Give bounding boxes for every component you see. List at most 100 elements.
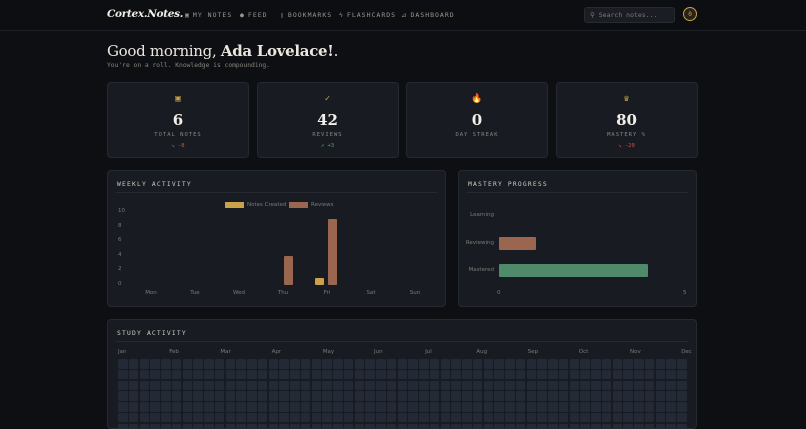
heatmap-cell[interactable] (548, 424, 558, 429)
heatmap-cell[interactable] (516, 370, 526, 380)
heatmap-cell[interactable] (161, 391, 171, 401)
heatmap-cell[interactable] (355, 391, 365, 401)
heatmap-cell[interactable] (634, 424, 644, 429)
heatmap-cell[interactable] (193, 402, 203, 412)
heatmap-cell[interactable] (226, 402, 236, 412)
heatmap-cell[interactable] (494, 402, 504, 412)
heatmap-cell[interactable] (419, 391, 429, 401)
heatmap-cell[interactable] (451, 424, 461, 429)
heatmap-cell[interactable] (537, 381, 547, 391)
heatmap-cell[interactable] (656, 424, 666, 429)
heatmap-cell[interactable] (312, 424, 322, 429)
heatmap-cell[interactable] (387, 413, 397, 423)
heatmap-cell[interactable] (505, 424, 515, 429)
heatmap-cell[interactable] (398, 402, 408, 412)
heatmap-cell[interactable] (279, 402, 289, 412)
nav-my-notes[interactable]: ▣MY NOTES (185, 11, 232, 19)
heatmap-cell[interactable] (527, 413, 537, 423)
heatmap-cell[interactable] (376, 424, 386, 429)
heatmap-cell[interactable] (236, 359, 246, 369)
heatmap-cell[interactable] (451, 391, 461, 401)
heatmap-cell[interactable] (398, 424, 408, 429)
heatmap-cell[interactable] (258, 424, 268, 429)
heatmap-cell[interactable] (516, 391, 526, 401)
heatmap-cell[interactable] (570, 391, 580, 401)
heatmap-cell[interactable] (408, 381, 418, 391)
heatmap-cell[interactable] (494, 413, 504, 423)
heatmap-cell[interactable] (441, 391, 451, 401)
heatmap-cell[interactable] (570, 402, 580, 412)
heatmap-cell[interactable] (344, 359, 354, 369)
heatmap-cell[interactable] (677, 391, 687, 401)
heatmap-cell[interactable] (387, 391, 397, 401)
heatmap-cell[interactable] (333, 370, 343, 380)
heatmap-cell[interactable] (623, 402, 633, 412)
heatmap-cell[interactable] (204, 424, 214, 429)
heatmap-cell[interactable] (580, 402, 590, 412)
heatmap-cell[interactable] (570, 381, 580, 391)
heatmap-cell[interactable] (279, 424, 289, 429)
heatmap-cell[interactable] (505, 413, 515, 423)
heatmap-cell[interactable] (591, 402, 601, 412)
heatmap-cell[interactable] (408, 402, 418, 412)
heatmap-cell[interactable] (602, 391, 612, 401)
heatmap-cell[interactable] (129, 424, 139, 429)
heatmap-cell[interactable] (183, 359, 193, 369)
heatmap-cell[interactable] (430, 381, 440, 391)
heatmap-cell[interactable] (645, 413, 655, 423)
heatmap-cell[interactable] (430, 424, 440, 429)
heatmap-cell[interactable] (602, 359, 612, 369)
heatmap-cell[interactable] (290, 424, 300, 429)
heatmap-cell[interactable] (559, 402, 569, 412)
heatmap-cell[interactable] (602, 370, 612, 380)
heatmap-cell[interactable] (226, 424, 236, 429)
heatmap-cell[interactable] (344, 402, 354, 412)
heatmap-cell[interactable] (118, 413, 128, 423)
heatmap-cell[interactable] (129, 359, 139, 369)
heatmap-cell[interactable] (430, 359, 440, 369)
heatmap-cell[interactable] (484, 424, 494, 429)
heatmap-cell[interactable] (527, 424, 537, 429)
logo[interactable]: Cortex.Notes. (107, 8, 183, 20)
heatmap-cell[interactable] (150, 381, 160, 391)
nav-feed[interactable]: ●FEED (240, 11, 268, 19)
heatmap-cell[interactable] (537, 370, 547, 380)
heatmap-cell[interactable] (527, 402, 537, 412)
heatmap-cell[interactable] (645, 402, 655, 412)
heatmap-cell[interactable] (451, 381, 461, 391)
heatmap-cell[interactable] (666, 381, 676, 391)
heatmap-cell[interactable] (247, 413, 257, 423)
heatmap-cell[interactable] (161, 413, 171, 423)
heatmap-cell[interactable] (462, 359, 472, 369)
heatmap-cell[interactable] (258, 402, 268, 412)
heatmap-cell[interactable] (269, 370, 279, 380)
heatmap-cell[interactable] (215, 381, 225, 391)
heatmap-cell[interactable] (172, 391, 182, 401)
heatmap-cell[interactable] (559, 424, 569, 429)
heatmap-cell[interactable] (140, 370, 150, 380)
heatmap-cell[interactable] (591, 370, 601, 380)
heatmap-cell[interactable] (312, 402, 322, 412)
heatmap-cell[interactable] (118, 381, 128, 391)
heatmap-cell[interactable] (634, 359, 644, 369)
heatmap-cell[interactable] (301, 424, 311, 429)
heatmap-cell[interactable] (301, 402, 311, 412)
heatmap-cell[interactable] (451, 359, 461, 369)
heatmap-cell[interactable] (645, 381, 655, 391)
heatmap-cell[interactable] (430, 402, 440, 412)
heatmap-cell[interactable] (215, 370, 225, 380)
heatmap-cell[interactable] (666, 370, 676, 380)
heatmap-cell[interactable] (591, 413, 601, 423)
heatmap-cell[interactable] (570, 359, 580, 369)
heatmap-cell[interactable] (161, 402, 171, 412)
heatmap-cell[interactable] (398, 413, 408, 423)
heatmap-cell[interactable] (666, 413, 676, 423)
heatmap-cell[interactable] (591, 359, 601, 369)
heatmap-cell[interactable] (183, 370, 193, 380)
heatmap-cell[interactable] (204, 413, 214, 423)
heatmap-cell[interactable] (516, 381, 526, 391)
heatmap-cell[interactable] (451, 370, 461, 380)
heatmap-cell[interactable] (602, 381, 612, 391)
heatmap-cell[interactable] (150, 424, 160, 429)
heatmap-cell[interactable] (634, 413, 644, 423)
